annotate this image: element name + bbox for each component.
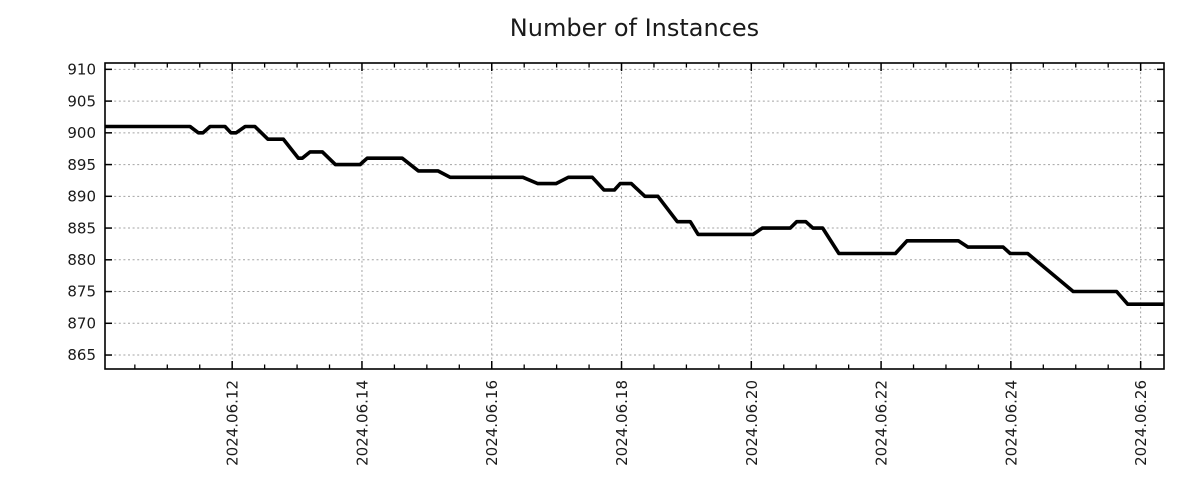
y-tick-label: 880 [67,251,96,269]
y-tick-label: 865 [67,346,96,364]
plot-border [104,62,1165,370]
gridlines [105,63,1164,369]
x-tick-label: 2024.06.16 [483,380,501,466]
y-tick-label: 870 [67,314,96,332]
y-tick-label: 905 [67,92,96,110]
y-tick-label: 875 [67,283,96,301]
y-tick-label: 900 [67,124,96,142]
x-tick-label: 2024.06.14 [353,380,371,466]
x-tick-label: 2024.06.20 [743,380,761,466]
x-tick-label: 2024.06.22 [873,380,891,466]
tick-labels: 865 870 875 880 885 890 895 900 905 910 2024.06.12… [67,61,1150,466]
y-tick-label: 910 [67,61,96,79]
y-tick-label: 890 [67,188,96,206]
y-tick-label: 895 [67,156,96,174]
x-tick-label: 2024.06.24 [1002,380,1020,466]
y-tick-label: 885 [67,219,96,237]
x-tick-label: 2024.06.26 [1132,380,1150,466]
x-tick-label: 2024.06.12 [224,380,242,466]
x-tick-label: 2024.06.18 [613,380,631,466]
chart-title: Number of Instances [509,14,760,42]
series-line-instances [105,124,1164,307]
